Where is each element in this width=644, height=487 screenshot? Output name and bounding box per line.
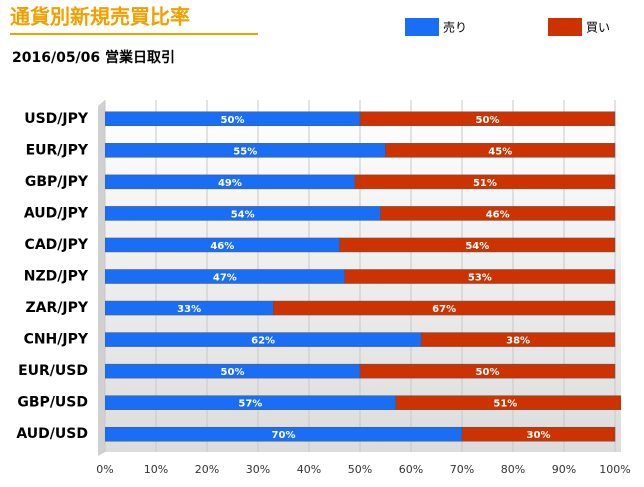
value-label: 46%: [486, 209, 510, 220]
value-label: 46%: [210, 241, 234, 252]
value-label: 53%: [468, 273, 492, 284]
x-tick-label: 60%: [399, 463, 423, 476]
y-tick-label: GBP/JPY: [25, 174, 89, 190]
bar-segment: [344, 269, 616, 284]
value-label: 50%: [476, 115, 500, 126]
y-tick-label: EUR/USD: [18, 363, 88, 379]
value-label: 70%: [272, 430, 296, 441]
value-label: 30%: [527, 430, 551, 441]
x-tick-label: 100%: [599, 463, 630, 476]
x-tick-label: 90%: [552, 463, 576, 476]
legend-label: 売り: [443, 20, 467, 35]
value-label: 50%: [476, 367, 500, 378]
x-tick-label: 20%: [195, 463, 219, 476]
y-tick-label: AUD/USD: [16, 426, 88, 442]
value-label: 54%: [231, 209, 255, 220]
value-labels: 50% 50% 55% 45% 49% 51% 54% 46% 46% 54% 47% 53% 33% 6…: [177, 115, 550, 441]
bar-segment: [359, 363, 616, 379]
value-label: 47%: [213, 273, 237, 284]
value-label: 38%: [506, 336, 530, 347]
value-label: 62%: [251, 336, 275, 347]
x-tick-label: 70%: [450, 463, 474, 476]
bar-segment: [461, 426, 616, 442]
bar-segment: [395, 395, 621, 410]
y-tick-label: EUR/JPY: [26, 142, 89, 158]
plot: 0% 10% 20% 30% 40% 50% 60% 70% 80% 90% 100%50% 50%5…: [16, 18, 631, 476]
value-label: 67%: [432, 304, 456, 315]
value-label: 50%: [221, 115, 245, 126]
bar-segment: [273, 300, 616, 316]
x-tick-label: 50%: [348, 463, 372, 476]
bar-segment: [385, 143, 616, 158]
value-label: 51%: [493, 399, 517, 410]
y-tick-label: ZAR/JPY: [26, 300, 89, 316]
value-label: 45%: [488, 146, 512, 157]
bar-segment: [380, 206, 616, 221]
legend-label: 買い: [586, 21, 610, 35]
legend-swatch: [405, 18, 439, 36]
y-tick-label: NZD/JPY: [24, 269, 89, 285]
value-label: 54%: [465, 241, 489, 252]
bar-segment: [359, 111, 616, 127]
x-tick-label: 10%: [144, 463, 168, 476]
x-tick-label: 40%: [297, 463, 321, 476]
y-tick-label: AUD/JPY: [24, 205, 89, 221]
chart-subtitle: 2016/05/06 営業日取引: [12, 49, 175, 66]
y-tick-label: CAD/JPY: [25, 237, 89, 253]
x-tick-label: 80%: [501, 463, 525, 476]
plot-wall: [98, 100, 105, 456]
x-tick-label: 0%: [96, 463, 113, 476]
y-tick-label: CNH/JPY: [24, 332, 89, 348]
legend-swatch: [548, 18, 582, 36]
value-label: 51%: [473, 178, 497, 189]
y-tick-label: USD/JPY: [24, 111, 89, 127]
value-label: 55%: [233, 146, 257, 157]
chart-title: 通貨別新規売買比率: [10, 5, 190, 29]
bars: [105, 111, 621, 442]
bar-segment: [420, 332, 616, 347]
bar-segment: [339, 237, 616, 253]
bar-segment: [354, 174, 616, 190]
value-label: 57%: [238, 399, 262, 410]
x-tick-label: 30%: [246, 463, 270, 476]
value-label: 50%: [221, 367, 245, 378]
value-label: 33%: [177, 304, 201, 315]
y-tick-label: GBP/USD: [17, 395, 88, 411]
value-label: 49%: [218, 178, 242, 189]
